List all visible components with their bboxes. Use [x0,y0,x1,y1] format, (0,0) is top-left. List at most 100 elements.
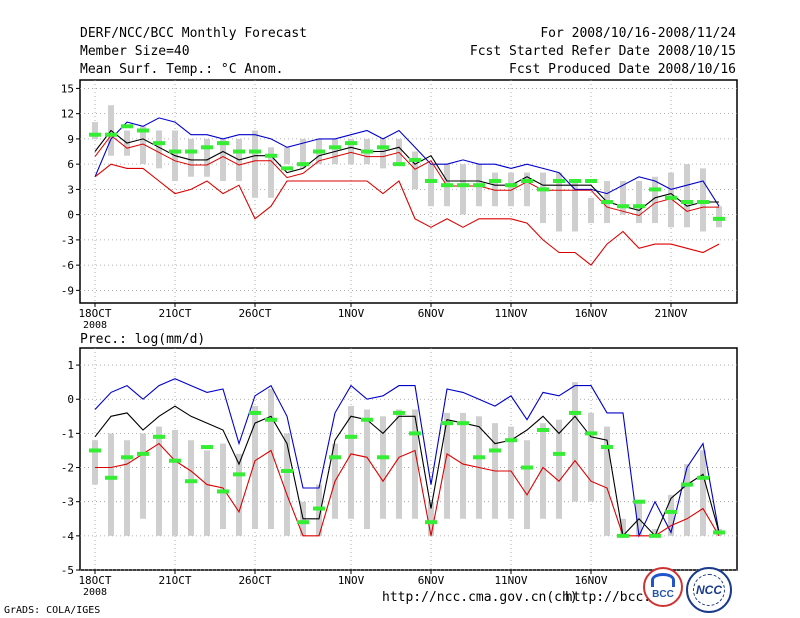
y-tick-label: 3 [67,183,74,196]
y-tick-label: 12 [61,108,74,121]
median-marker [521,465,533,470]
median-marker [249,149,261,154]
median-marker [409,157,421,162]
median-marker [601,200,613,205]
mean-spread-line [94,134,719,217]
x-tick-label: 16NOV [574,574,607,587]
median-marker [505,183,517,188]
member-range-box [204,450,210,536]
x-tick-label: 26OCT [238,574,271,587]
median-marker [425,178,437,183]
member-range-box [572,180,578,232]
lower-bound-line [95,442,720,537]
median-marker [569,410,581,415]
median-marker [713,530,725,535]
member-range-box [124,440,130,536]
x-tick-year-label: 2008 [83,320,107,331]
median-marker [329,145,341,150]
y-tick-label: -4 [61,530,75,543]
median-marker [697,475,709,480]
member-range-box [556,419,562,519]
median-marker [489,178,501,183]
member-range-box [524,440,530,530]
member-range-box [700,450,706,536]
median-marker [537,187,549,192]
member-range-box [412,151,418,190]
median-marker [633,204,645,209]
lower-bound-line [94,163,720,266]
x-tick-label: 18OCT [78,307,111,320]
member-range-box [188,138,194,177]
median-marker [393,162,405,167]
ncc-logo-text: NCC [696,583,722,597]
median-marker [441,183,453,188]
member-range-box [252,406,258,530]
member-range-box [620,180,626,215]
member-range-box [204,138,210,177]
x-tick-year-label: 2008 [83,587,107,598]
x-tick-label: 16NOV [574,307,607,320]
median-marker [169,149,181,154]
median-marker [697,200,709,205]
median-marker [681,200,693,205]
x-tick-label: 21OCT [158,307,191,320]
member-range-box [636,180,642,224]
median-marker [153,434,165,439]
forecast-period: For 2008/10/16-2008/11/24 [540,26,736,41]
median-marker [665,195,677,200]
median-marker [617,204,629,209]
median-marker [217,489,229,494]
member-range-box [380,416,386,519]
median-marker [473,455,485,460]
member-range-box [412,409,418,519]
median-marker [201,445,213,450]
median-marker [265,417,277,422]
median-marker [361,149,373,154]
median-marker [217,141,229,146]
median-marker [505,438,517,443]
precip-panel-title: Prec.: log(mm/d) [80,332,206,347]
member-range-box [588,197,594,224]
member-range-box [188,440,194,536]
member-range-box [380,138,386,169]
member-range-box [716,206,722,228]
median-marker [233,472,245,477]
member-range-box [460,412,466,519]
member-range-box [236,453,242,536]
median-marker [281,166,293,171]
x-tick-label: 21OCT [158,574,191,587]
member-range-box [140,433,146,519]
bcc-url-link[interactable]: http://bcc.c [565,590,659,605]
median-marker [713,216,725,221]
bcc-logo-text: BCC [652,589,674,600]
x-tick-label: 6NOV [418,574,445,587]
median-marker [633,499,645,504]
median-marker [345,141,357,146]
member-range-box [588,412,594,502]
member-range-box [652,176,658,224]
member-range-box [284,433,290,536]
median-marker [553,178,565,183]
member-range-box [156,130,162,169]
median-marker [585,431,597,436]
median-marker [297,520,309,525]
y-tick-label: 9 [67,133,74,146]
member-range-box [508,172,514,207]
y-tick-label: 0 [67,209,74,222]
y-tick-label: 6 [67,158,74,171]
median-marker [185,149,197,154]
median-marker [569,178,581,183]
median-marker [201,145,213,150]
member-range-box [92,122,98,139]
median-marker [409,431,421,436]
median-marker [665,509,677,514]
ncc-url-link[interactable]: http://ncc.cma.gov.cn(ch) [382,590,578,605]
plot-frame [79,79,738,304]
grads-credit: GrADS: COLA/IGES [4,605,101,616]
median-marker [329,455,341,460]
upper-bound-line [94,378,720,538]
median-marker [377,455,389,460]
y-tick-label: 0 [67,393,74,406]
median-marker [265,153,277,158]
median-marker [521,178,533,183]
